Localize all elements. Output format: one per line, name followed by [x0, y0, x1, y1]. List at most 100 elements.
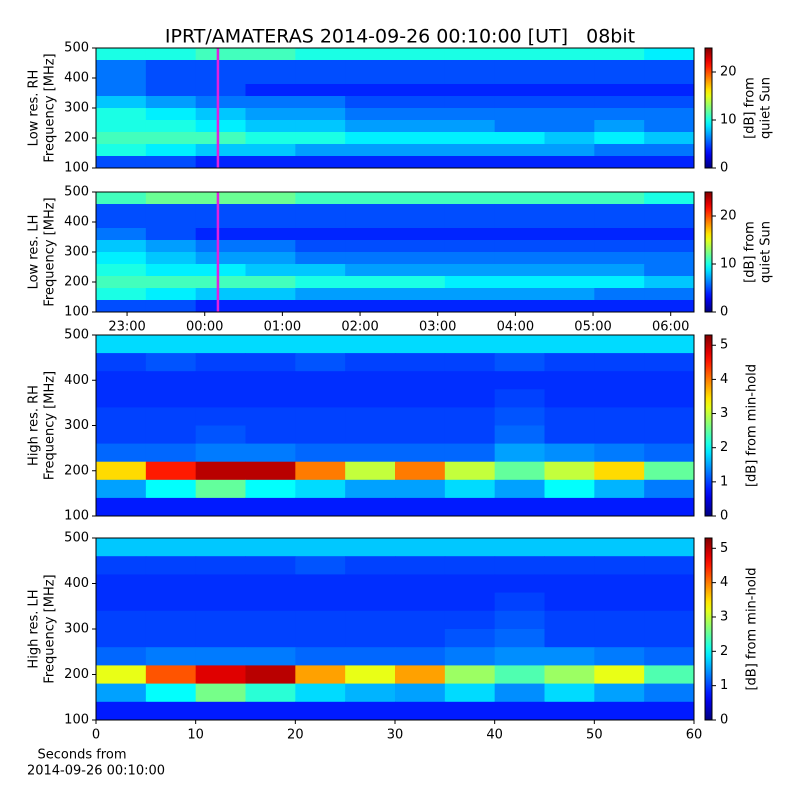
heatmap-cell [444, 701, 496, 721]
colorbar-tick-label: 4 [720, 575, 728, 590]
heatmap-cell [145, 240, 197, 253]
heatmap-cell [145, 479, 197, 499]
y-tick-label: 400 [64, 576, 89, 591]
heatmap-cell [644, 683, 695, 703]
heatmap-cell [444, 592, 496, 612]
heatmap-cell [96, 647, 147, 666]
x-tick-label: 00:00 [186, 320, 223, 335]
heatmap-cell [494, 371, 545, 390]
heatmap-cell [245, 647, 296, 666]
heatmap-cell [345, 665, 396, 685]
heatmap-cell [594, 276, 645, 289]
heatmap-cell [395, 132, 446, 145]
heatmap-cell [544, 120, 595, 133]
heatmap-cell [345, 288, 396, 301]
heatmap-cell [644, 72, 695, 85]
heatmap-cell [345, 479, 396, 499]
heatmap-cell [96, 665, 147, 685]
heatmap-cell [395, 60, 446, 73]
x-axis-label: 2014-09-26 00:10:00 [27, 764, 165, 779]
heatmap-cell [96, 461, 147, 481]
heatmap-cell [544, 108, 595, 121]
heatmap-cell [644, 300, 695, 313]
heatmap-cell [544, 192, 595, 205]
x-tick-label: 05:00 [574, 320, 611, 335]
heatmap-cell [145, 389, 197, 408]
heatmap-cell [96, 108, 147, 121]
heatmap-cell [345, 300, 396, 313]
heatmap-cell [444, 144, 496, 157]
heatmap-cell [245, 574, 296, 594]
heatmap-cell [295, 300, 346, 313]
heatmap-cell [544, 48, 595, 61]
heatmap-cell [544, 96, 595, 109]
heatmap-cell [345, 96, 396, 109]
heatmap-cell [395, 216, 446, 229]
heatmap-cell [395, 120, 446, 133]
heatmap-cell [96, 228, 147, 241]
colorbar-tick-label: 4 [720, 372, 728, 387]
heatmap-cell [444, 120, 496, 133]
heatmap-cell [444, 461, 496, 481]
heatmap-cell [494, 389, 545, 408]
heatmap-cell [96, 144, 147, 157]
heatmap-cell [594, 425, 645, 445]
x-tick-label: 60 [686, 728, 703, 743]
heatmap-cell [295, 538, 346, 557]
heatmap-cell [145, 72, 197, 85]
heatmap-cell [494, 252, 545, 265]
heatmap-cell [594, 461, 645, 481]
heatmap-cell [544, 353, 595, 372]
heatmap-cell [444, 497, 496, 517]
heatmap-cell [295, 276, 346, 289]
heatmap-cell [544, 276, 595, 289]
colorbar [704, 334, 713, 517]
heatmap-cell [494, 120, 545, 133]
heatmap-cell [544, 629, 595, 648]
y-axis-label: Low res. RH [27, 70, 42, 147]
heatmap-cell [594, 443, 645, 463]
heatmap-cell [195, 96, 246, 109]
heatmap-cell [594, 683, 645, 703]
heatmap-cell [594, 353, 645, 372]
heatmap-cell [195, 610, 246, 630]
y-tick-label: 500 [64, 41, 89, 56]
heatmap-cell [245, 96, 296, 109]
heatmap-cell [195, 120, 246, 133]
heatmap-cell [145, 120, 197, 133]
heatmap-cell [195, 497, 246, 517]
heatmap-cell [145, 371, 197, 390]
colorbar-tick-label: 0 [720, 305, 728, 320]
heatmap-cell [245, 353, 296, 372]
heatmap-cell [195, 701, 246, 721]
heatmap-cell [544, 144, 595, 157]
heatmap-cell [345, 48, 396, 61]
heatmap-cell [295, 389, 346, 408]
heatmap-cell [444, 479, 496, 499]
heatmap-cell [594, 497, 645, 517]
heatmap-cell [395, 108, 446, 121]
heatmap-cell [444, 425, 496, 445]
heatmap-cell [96, 683, 147, 703]
heatmap-cell [544, 228, 595, 241]
heatmap-cell [96, 443, 147, 463]
heatmap-cell [295, 335, 346, 354]
heatmap-cell [295, 264, 346, 277]
heatmap-cell [644, 216, 695, 229]
heatmap-cell [395, 425, 446, 445]
heatmap-cell [345, 629, 396, 648]
colorbar-tick-label: 5 [720, 541, 728, 556]
colorbar-tick-label: 1 [720, 678, 728, 693]
heatmap-cell [145, 264, 197, 277]
heatmap-cell [644, 665, 695, 685]
heatmap-cell [195, 538, 246, 557]
heatmap-cell [295, 647, 346, 666]
heatmap-cell [145, 461, 197, 481]
heatmap-cell [195, 72, 246, 85]
heatmap-cell [395, 389, 446, 408]
heatmap-cell [195, 192, 246, 205]
heatmap-cell [644, 425, 695, 445]
heatmap-cell [345, 216, 396, 229]
heatmap-cell [245, 665, 296, 685]
